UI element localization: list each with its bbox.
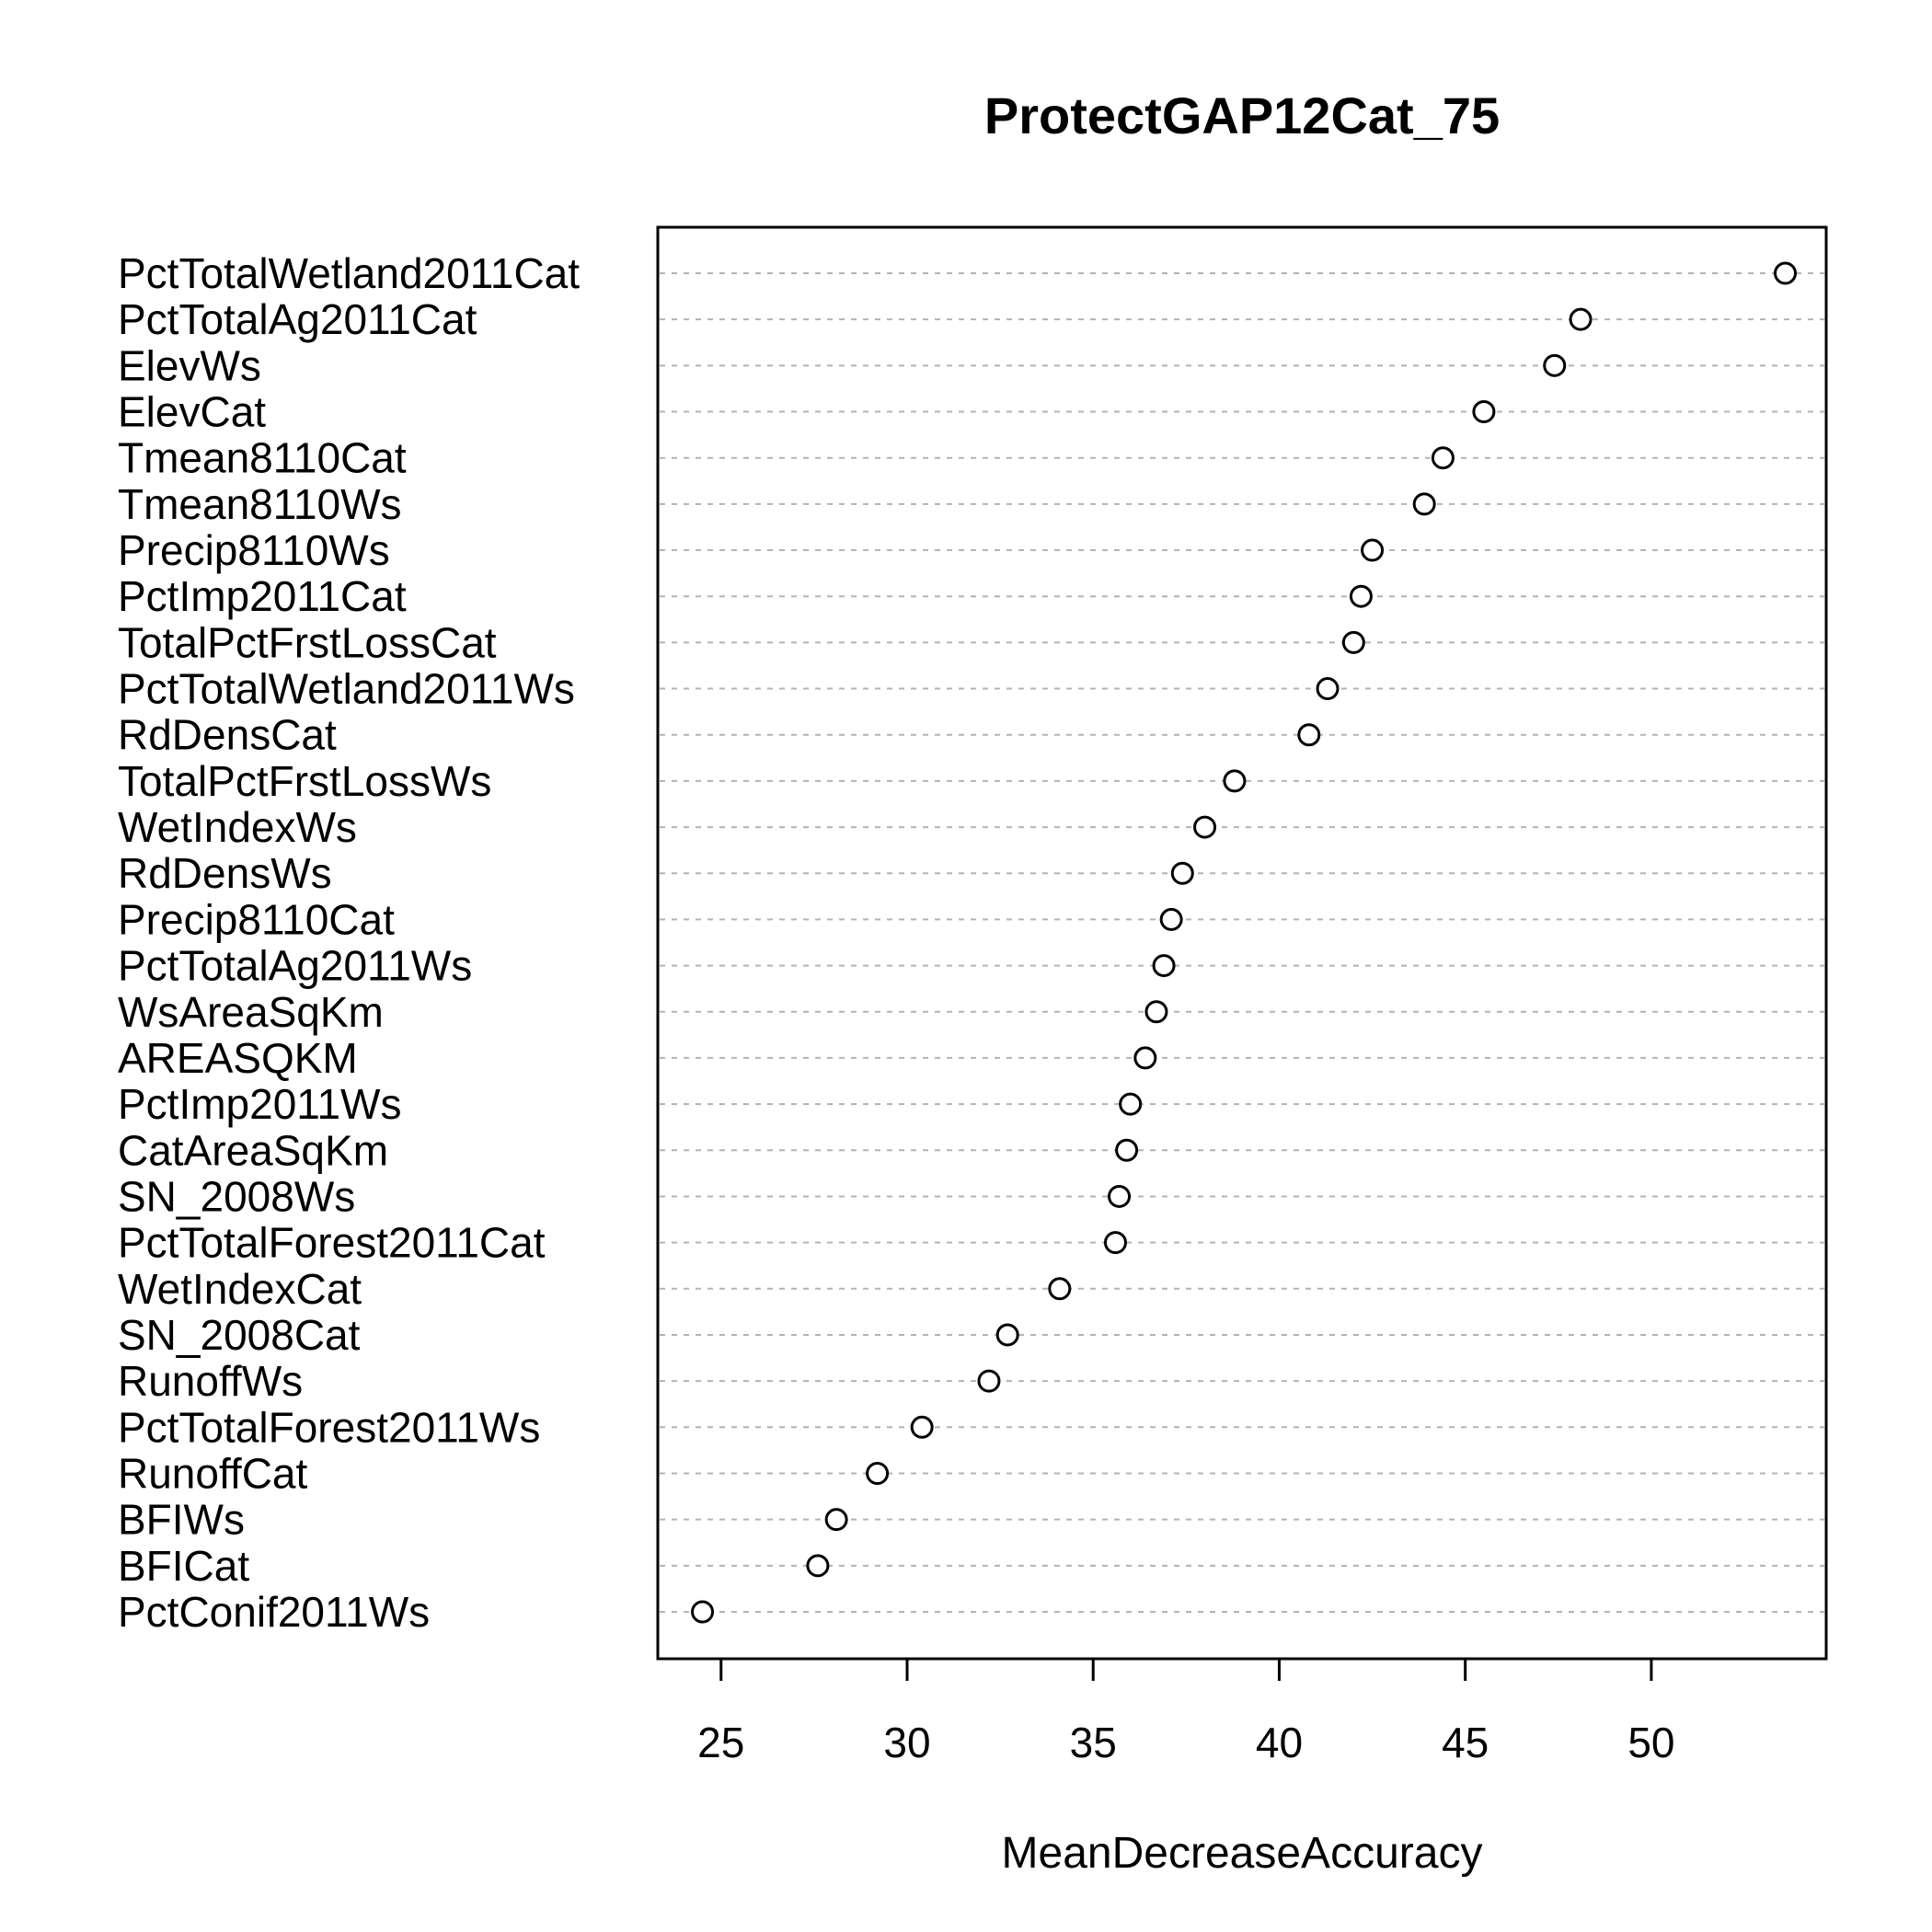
chart-title: ProtectGAP12Cat_75 bbox=[984, 86, 1500, 144]
data-point bbox=[806, 1554, 830, 1578]
category-label: RunoffWs bbox=[118, 1357, 303, 1405]
category-label: PctImp2011Cat bbox=[118, 572, 407, 620]
category-label: RunoffCat bbox=[118, 1449, 308, 1497]
data-point bbox=[824, 1508, 848, 1532]
data-point bbox=[1159, 907, 1183, 931]
data-point bbox=[1223, 769, 1247, 793]
x-tick-label: 40 bbox=[1256, 1719, 1303, 1766]
data-point bbox=[1774, 261, 1798, 285]
category-label: Precip8110Ws bbox=[118, 526, 390, 574]
data-point bbox=[1193, 815, 1217, 839]
data-point bbox=[1115, 1138, 1139, 1162]
data-point bbox=[1048, 1277, 1072, 1301]
data-point bbox=[1103, 1231, 1127, 1255]
data-point bbox=[1431, 446, 1455, 470]
data-point bbox=[1152, 954, 1176, 978]
data-point bbox=[691, 1600, 715, 1624]
x-tick-label: 35 bbox=[1070, 1719, 1117, 1766]
category-label: CatAreaSqKm bbox=[118, 1126, 388, 1174]
category-label: PctTotalAg2011Cat bbox=[118, 295, 477, 343]
x-tick-label: 30 bbox=[883, 1719, 930, 1766]
category-label: WetIndexCat bbox=[118, 1265, 362, 1313]
category-label: BFIWs bbox=[118, 1496, 245, 1544]
category-label: ElevCat bbox=[118, 388, 266, 436]
plot-frame bbox=[656, 225, 1828, 1661]
category-label: Tmean8110Cat bbox=[118, 434, 407, 482]
data-point bbox=[866, 1461, 890, 1485]
category-label: TotalPctFrstLossCat bbox=[118, 618, 497, 666]
x-tick-label: 25 bbox=[697, 1719, 744, 1766]
category-label: SN_2008Ws bbox=[118, 1172, 355, 1220]
data-point bbox=[1569, 307, 1593, 331]
data-point bbox=[1108, 1184, 1132, 1208]
category-label: BFICat bbox=[118, 1542, 249, 1590]
category-label: Precip8110Cat bbox=[118, 895, 395, 943]
category-label: PctImp2011Ws bbox=[118, 1080, 401, 1128]
category-label: SN_2008Cat bbox=[118, 1311, 361, 1359]
category-label: PctTotalAg2011Ws bbox=[118, 942, 472, 990]
category-label: PctTotalForest2011Cat bbox=[118, 1219, 546, 1267]
data-point bbox=[1543, 353, 1567, 377]
x-tick-label: 50 bbox=[1627, 1719, 1674, 1766]
data-point bbox=[1316, 677, 1340, 701]
x-tick-label: 45 bbox=[1442, 1719, 1489, 1766]
category-label: WsAreaSqKm bbox=[118, 988, 384, 1036]
category-label: RdDensWs bbox=[118, 849, 332, 897]
data-point bbox=[1412, 492, 1436, 516]
data-point bbox=[1361, 538, 1385, 562]
data-point bbox=[1144, 1000, 1168, 1024]
category-labels: PctTotalWetland2011CatPctTotalAg2011CatE… bbox=[118, 249, 580, 1636]
category-label: WetIndexWs bbox=[118, 803, 357, 851]
category-label: RdDensCat bbox=[118, 711, 337, 759]
category-label: AREASQKM bbox=[118, 1034, 358, 1082]
x-axis-label: MeanDecreaseAccuracy bbox=[1002, 1829, 1483, 1878]
data-point bbox=[1133, 1046, 1157, 1070]
x-axis: 25 30 35 40 45 50 bbox=[697, 1659, 1674, 1766]
category-label: ElevWs bbox=[118, 341, 261, 389]
data-point bbox=[1349, 584, 1373, 608]
data-point bbox=[977, 1369, 1001, 1393]
category-label: PctTotalWetland2011Ws bbox=[118, 665, 575, 713]
data-point bbox=[1341, 630, 1365, 654]
data-point bbox=[995, 1323, 1019, 1347]
category-label: TotalPctFrstLossWs bbox=[118, 757, 491, 805]
category-label: Tmean8110Ws bbox=[118, 480, 402, 528]
category-label: PctTotalForest2011Ws bbox=[118, 1403, 540, 1451]
data-point bbox=[1170, 861, 1194, 885]
data-point bbox=[910, 1415, 934, 1439]
category-label: PctConif2011Ws bbox=[118, 1588, 430, 1636]
data-point bbox=[1472, 400, 1496, 424]
category-label: PctTotalWetland2011Cat bbox=[118, 249, 580, 297]
data-point bbox=[1297, 723, 1321, 747]
data-points bbox=[691, 261, 1798, 1624]
grid-lines bbox=[660, 272, 1824, 1613]
data-point bbox=[1119, 1092, 1143, 1116]
